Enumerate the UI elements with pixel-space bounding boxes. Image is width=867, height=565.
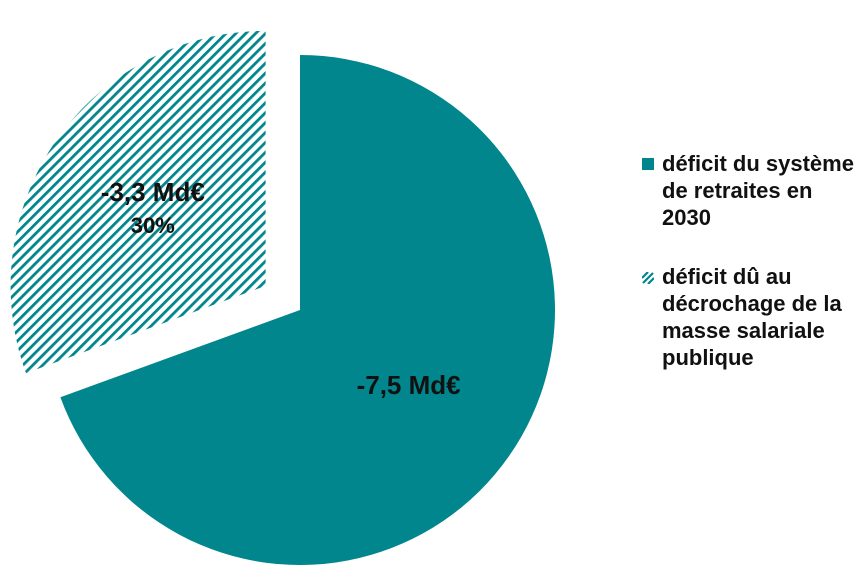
legend-swatch-solid-icon [642,158,654,170]
legend-item-payroll-deficit: déficit dû au décrochage de la masse sal… [640,263,865,371]
legend-label: déficit du système de retraites en 2030 [662,151,854,230]
pie-slice-pension-deficit [60,55,555,565]
legend-swatch-hatched-icon [641,271,655,285]
slice-value-label: -7,5 Md€ [357,370,461,400]
pie-slice-payroll-deficit [10,30,266,374]
legend-label: déficit dû au décrochage de la masse sal… [662,264,842,370]
chart-legend: déficit du système de retraites en 2030 … [640,150,865,403]
slice-percent-label: 30% [131,213,175,238]
hatch-icon [641,271,655,285]
legend-item-pension-deficit: déficit du système de retraites en 2030 [640,150,865,231]
slice-value-label: -3,3 Md€ [101,177,205,207]
